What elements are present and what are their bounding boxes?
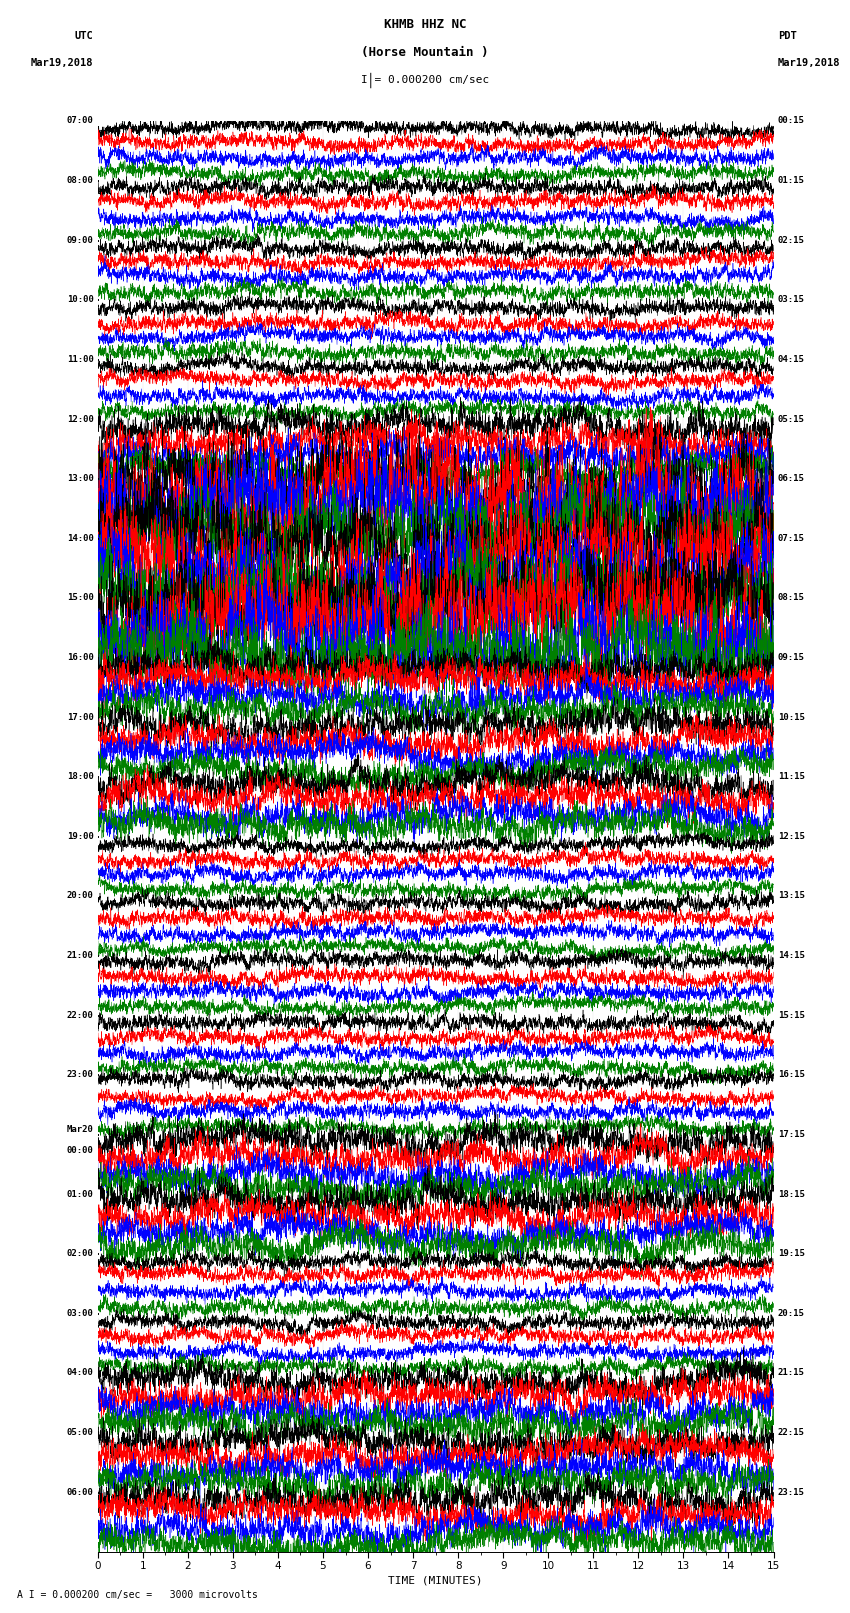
Text: 15:00: 15:00 xyxy=(66,594,94,602)
Text: PDT: PDT xyxy=(778,31,796,42)
Text: 22:15: 22:15 xyxy=(778,1428,805,1437)
Text: UTC: UTC xyxy=(75,31,94,42)
Text: 19:15: 19:15 xyxy=(778,1248,805,1258)
Text: 09:00: 09:00 xyxy=(66,235,94,245)
Text: 22:00: 22:00 xyxy=(66,1011,94,1019)
Text: Mar20: Mar20 xyxy=(66,1126,94,1134)
Text: 11:00: 11:00 xyxy=(66,355,94,365)
Text: 21:15: 21:15 xyxy=(778,1368,805,1378)
Text: 02:15: 02:15 xyxy=(778,235,805,245)
Text: 23:15: 23:15 xyxy=(778,1487,805,1497)
Text: 08:00: 08:00 xyxy=(66,176,94,185)
Text: │: │ xyxy=(366,73,374,89)
Text: A I = 0.000200 cm/sec =   3000 microvolts: A I = 0.000200 cm/sec = 3000 microvolts xyxy=(17,1590,258,1600)
Text: 17:15: 17:15 xyxy=(778,1131,805,1139)
Text: 16:00: 16:00 xyxy=(66,653,94,661)
Text: 13:15: 13:15 xyxy=(778,892,805,900)
Text: 23:00: 23:00 xyxy=(66,1071,94,1079)
Text: 03:15: 03:15 xyxy=(778,295,805,305)
Text: 06:15: 06:15 xyxy=(778,474,805,484)
Text: Mar19,2018: Mar19,2018 xyxy=(31,58,94,68)
Text: KHMB HHZ NC: KHMB HHZ NC xyxy=(383,18,467,31)
Text: 11:15: 11:15 xyxy=(778,773,805,781)
Text: 08:15: 08:15 xyxy=(778,594,805,602)
Text: 19:00: 19:00 xyxy=(66,832,94,840)
Text: I = 0.000200 cm/sec: I = 0.000200 cm/sec xyxy=(361,76,489,85)
Text: 16:15: 16:15 xyxy=(778,1071,805,1079)
Text: 10:15: 10:15 xyxy=(778,713,805,721)
Text: (Horse Mountain ): (Horse Mountain ) xyxy=(361,45,489,60)
X-axis label: TIME (MINUTES): TIME (MINUTES) xyxy=(388,1576,483,1586)
Text: 05:15: 05:15 xyxy=(778,415,805,424)
Text: 02:00: 02:00 xyxy=(66,1248,94,1258)
Text: 15:15: 15:15 xyxy=(778,1011,805,1019)
Text: 18:00: 18:00 xyxy=(66,773,94,781)
Text: 17:00: 17:00 xyxy=(66,713,94,721)
Text: 05:00: 05:00 xyxy=(66,1428,94,1437)
Text: 10:00: 10:00 xyxy=(66,295,94,305)
Text: 01:00: 01:00 xyxy=(66,1189,94,1198)
Text: 01:15: 01:15 xyxy=(778,176,805,185)
Text: 07:00: 07:00 xyxy=(66,116,94,126)
Text: 20:00: 20:00 xyxy=(66,892,94,900)
Text: 14:00: 14:00 xyxy=(66,534,94,542)
Text: 21:00: 21:00 xyxy=(66,952,94,960)
Text: 20:15: 20:15 xyxy=(778,1308,805,1318)
Text: 04:00: 04:00 xyxy=(66,1368,94,1378)
Text: 12:15: 12:15 xyxy=(778,832,805,840)
Text: 13:00: 13:00 xyxy=(66,474,94,484)
Text: 09:15: 09:15 xyxy=(778,653,805,661)
Text: 12:00: 12:00 xyxy=(66,415,94,424)
Text: 18:15: 18:15 xyxy=(778,1189,805,1198)
Text: Mar19,2018: Mar19,2018 xyxy=(778,58,841,68)
Text: 00:00: 00:00 xyxy=(66,1145,94,1155)
Text: 00:15: 00:15 xyxy=(778,116,805,126)
Text: 03:00: 03:00 xyxy=(66,1308,94,1318)
Text: 04:15: 04:15 xyxy=(778,355,805,365)
Text: 06:00: 06:00 xyxy=(66,1487,94,1497)
Text: 14:15: 14:15 xyxy=(778,952,805,960)
Text: 07:15: 07:15 xyxy=(778,534,805,542)
